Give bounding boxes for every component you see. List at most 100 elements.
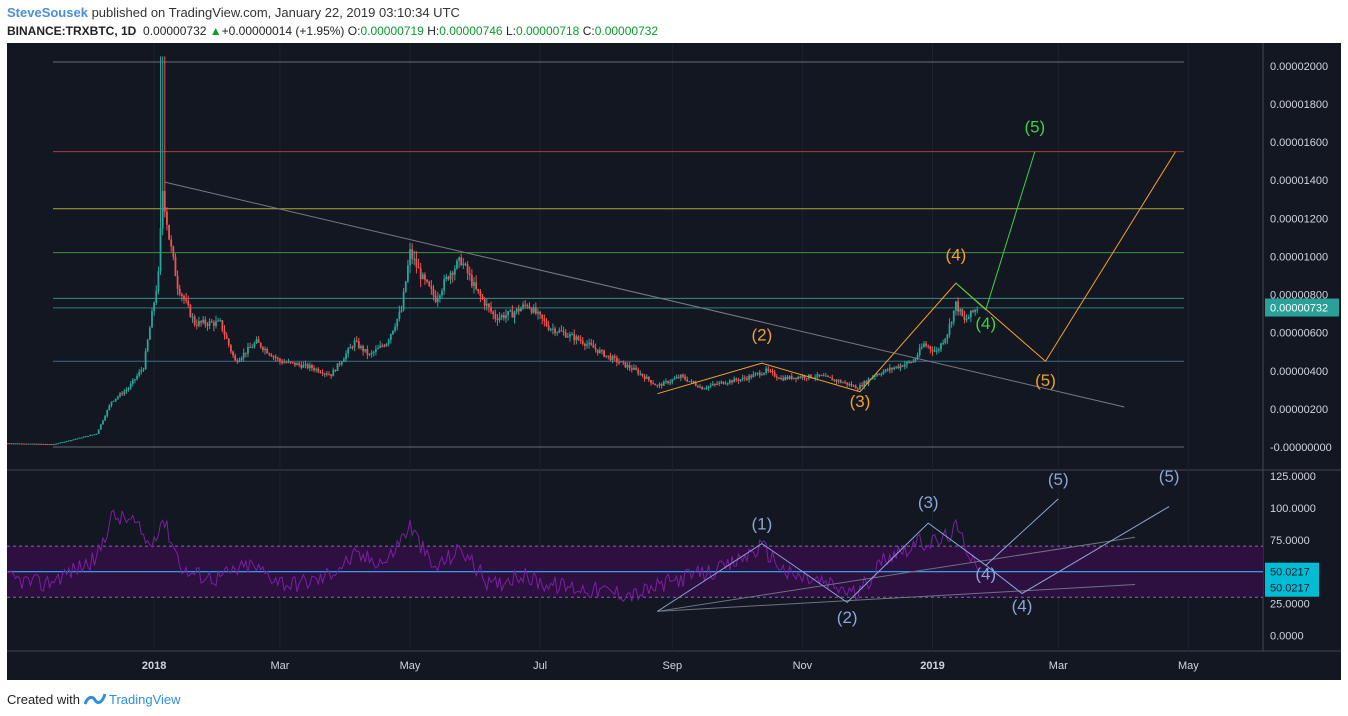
candle-body — [87, 436, 89, 438]
candle-body — [432, 288, 435, 296]
candle-body — [522, 304, 524, 309]
candle-body — [810, 374, 812, 378]
tradingview-logo-icon[interactable] — [83, 692, 106, 706]
candle-body — [475, 282, 478, 290]
candle-body — [524, 304, 527, 306]
candle-body — [552, 328, 554, 330]
candle-body — [377, 347, 379, 350]
candle-body — [16, 443, 19, 445]
candle-body — [835, 379, 838, 382]
candle-body — [108, 405, 111, 411]
candle-body — [202, 319, 205, 323]
candle-body — [140, 370, 143, 372]
candle-body — [827, 375, 829, 377]
rsi-axis-label: 25.0000 — [1270, 599, 1310, 611]
candle-body — [897, 366, 900, 368]
chart-area[interactable]: (2) (3) (4) (5) (4) (5) 0.00002000 0.00001800 0.… — [6, 43, 1341, 680]
time-axis-label: Mar — [270, 660, 289, 672]
tradingview-brand[interactable]: TradingView — [108, 691, 181, 707]
candle-body — [714, 383, 716, 385]
candle-body — [662, 381, 665, 386]
candle-body — [195, 324, 198, 326]
candle-body — [726, 383, 729, 385]
author-link[interactable]: SteveSousek — [7, 5, 88, 20]
candle-body — [718, 382, 721, 385]
candle-body — [692, 380, 695, 384]
candle-body — [63, 441, 66, 443]
time-axis-label: May — [1178, 660, 1199, 672]
candle-body — [255, 339, 258, 344]
candle-body — [55, 443, 57, 445]
candle-body — [206, 324, 209, 326]
candle-body — [750, 375, 753, 378]
candle-body — [916, 355, 919, 359]
price-axis-label: 0.00001800 — [1270, 99, 1328, 111]
candle-body — [699, 386, 701, 388]
candle-body — [694, 383, 697, 386]
candle-body — [232, 351, 234, 356]
candle-body — [479, 291, 482, 296]
candle-body — [652, 383, 655, 385]
candle-body — [778, 377, 780, 379]
candle-body — [927, 345, 930, 347]
price-axis-label: 0.00000200 — [1270, 404, 1328, 416]
wave-label-green: (5) — [1024, 118, 1045, 137]
candle-body — [492, 311, 495, 314]
candle-body — [438, 295, 441, 298]
candle-body — [722, 381, 725, 384]
candle-body — [707, 386, 710, 388]
candle-body — [912, 361, 915, 363]
candle-body — [449, 272, 452, 280]
candle-body — [976, 309, 979, 311]
candle-body — [144, 351, 147, 370]
candle-body — [754, 373, 757, 375]
candle-body — [856, 388, 859, 390]
candle-body — [453, 268, 456, 275]
candle-body — [102, 420, 104, 425]
candle-body — [669, 381, 672, 384]
wave-path-orange — [657, 151, 1176, 395]
candle-body — [421, 274, 424, 280]
candle-body — [274, 356, 277, 359]
price-change: +0.00000014 (+1.95%) — [221, 24, 345, 38]
candle-body — [93, 434, 96, 436]
chart-svg[interactable]: (2) (3) (4) (5) (4) (5) 0.00002000 0.00001800 0.… — [6, 43, 1341, 680]
candle-body — [14, 443, 17, 445]
candle-body — [765, 368, 768, 373]
candle-body — [899, 365, 902, 368]
candle-body — [852, 385, 855, 387]
last-price: 0.00000732 — [143, 24, 207, 38]
candle-body — [366, 349, 369, 355]
price-axis-label: 0.00002000 — [1270, 61, 1328, 73]
candle-body — [566, 336, 569, 338]
candle-body — [554, 328, 556, 334]
candle-body — [443, 279, 446, 291]
candle-body — [882, 371, 885, 375]
candle-body — [833, 379, 836, 381]
candle-body — [426, 279, 428, 282]
candle-body — [91, 434, 94, 436]
candle-body — [25, 443, 28, 445]
candle-body — [598, 350, 601, 353]
close-value: 0.00000732 — [594, 24, 659, 38]
candle-body — [865, 381, 868, 384]
candle-body — [603, 350, 605, 357]
candle-body — [78, 437, 81, 439]
candle-body — [338, 363, 341, 365]
candle-body — [786, 376, 789, 379]
wave-label-orange: (2) — [751, 325, 772, 344]
candle-body — [569, 334, 571, 337]
candle-body — [822, 375, 825, 377]
candle-body — [630, 368, 633, 370]
rsi-trend-line — [657, 536, 1136, 612]
candle-body — [215, 321, 217, 326]
candle-body — [647, 376, 650, 381]
time-axis-label: Nov — [793, 660, 813, 672]
candle-body — [193, 316, 196, 325]
wave-path-green — [955, 151, 1036, 311]
candle-body — [839, 380, 842, 383]
candle-body — [112, 400, 115, 402]
candle-body — [291, 362, 294, 364]
time-axis-label: Sep — [663, 660, 683, 672]
candle-body — [549, 328, 552, 330]
